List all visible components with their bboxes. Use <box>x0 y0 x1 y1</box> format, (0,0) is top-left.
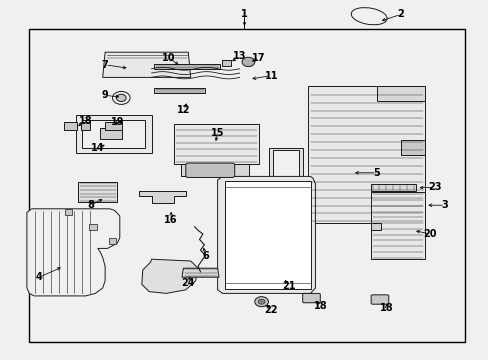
Circle shape <box>258 299 264 304</box>
Circle shape <box>242 57 254 67</box>
Polygon shape <box>173 124 259 164</box>
Polygon shape <box>400 140 425 155</box>
Ellipse shape <box>350 8 386 25</box>
Text: 8: 8 <box>87 200 94 210</box>
Bar <box>89 224 97 230</box>
Polygon shape <box>182 268 219 277</box>
Text: 5: 5 <box>372 168 379 178</box>
FancyBboxPatch shape <box>185 163 234 177</box>
Polygon shape <box>102 52 190 77</box>
Polygon shape <box>307 86 425 223</box>
Polygon shape <box>154 64 220 69</box>
Text: 2: 2 <box>397 9 404 19</box>
Text: 11: 11 <box>264 71 278 81</box>
Polygon shape <box>82 120 145 148</box>
Text: 15: 15 <box>210 128 224 138</box>
Text: 17: 17 <box>252 53 265 63</box>
Polygon shape <box>376 86 425 101</box>
Text: 7: 7 <box>102 60 108 70</box>
Circle shape <box>116 94 126 102</box>
Polygon shape <box>217 176 315 293</box>
Polygon shape <box>154 88 205 93</box>
Text: 23: 23 <box>427 182 441 192</box>
Text: 9: 9 <box>102 90 108 100</box>
Text: 16: 16 <box>164 215 178 225</box>
Text: 19: 19 <box>110 117 124 127</box>
Polygon shape <box>100 128 122 139</box>
Text: 6: 6 <box>202 251 208 261</box>
Text: 18: 18 <box>79 116 92 126</box>
Text: 21: 21 <box>281 281 295 291</box>
Text: 1: 1 <box>241 9 247 19</box>
Polygon shape <box>370 192 425 259</box>
Text: 18: 18 <box>379 303 392 313</box>
Polygon shape <box>78 182 117 202</box>
Polygon shape <box>105 122 122 130</box>
FancyBboxPatch shape <box>302 293 320 303</box>
Text: 10: 10 <box>162 53 175 63</box>
Text: 12: 12 <box>176 105 190 115</box>
Circle shape <box>112 91 130 104</box>
Circle shape <box>254 297 268 307</box>
Polygon shape <box>370 184 415 191</box>
Polygon shape <box>139 191 185 203</box>
Polygon shape <box>268 148 303 184</box>
Text: 18: 18 <box>313 301 326 311</box>
Polygon shape <box>370 223 381 230</box>
Text: 20: 20 <box>423 229 436 239</box>
Polygon shape <box>224 181 310 289</box>
Polygon shape <box>222 60 230 66</box>
Text: 13: 13 <box>232 51 246 61</box>
Polygon shape <box>142 259 198 293</box>
Polygon shape <box>181 164 249 176</box>
Text: 14: 14 <box>91 143 104 153</box>
FancyBboxPatch shape <box>370 295 388 304</box>
Bar <box>64 209 72 215</box>
Polygon shape <box>272 150 299 181</box>
Text: 4: 4 <box>36 272 42 282</box>
Polygon shape <box>81 122 90 130</box>
Text: 24: 24 <box>181 278 195 288</box>
Text: 3: 3 <box>441 200 447 210</box>
Text: 22: 22 <box>264 305 278 315</box>
Polygon shape <box>27 209 120 296</box>
Polygon shape <box>63 122 77 130</box>
Bar <box>108 238 116 244</box>
Polygon shape <box>76 115 151 153</box>
Bar <box>29 29 464 342</box>
